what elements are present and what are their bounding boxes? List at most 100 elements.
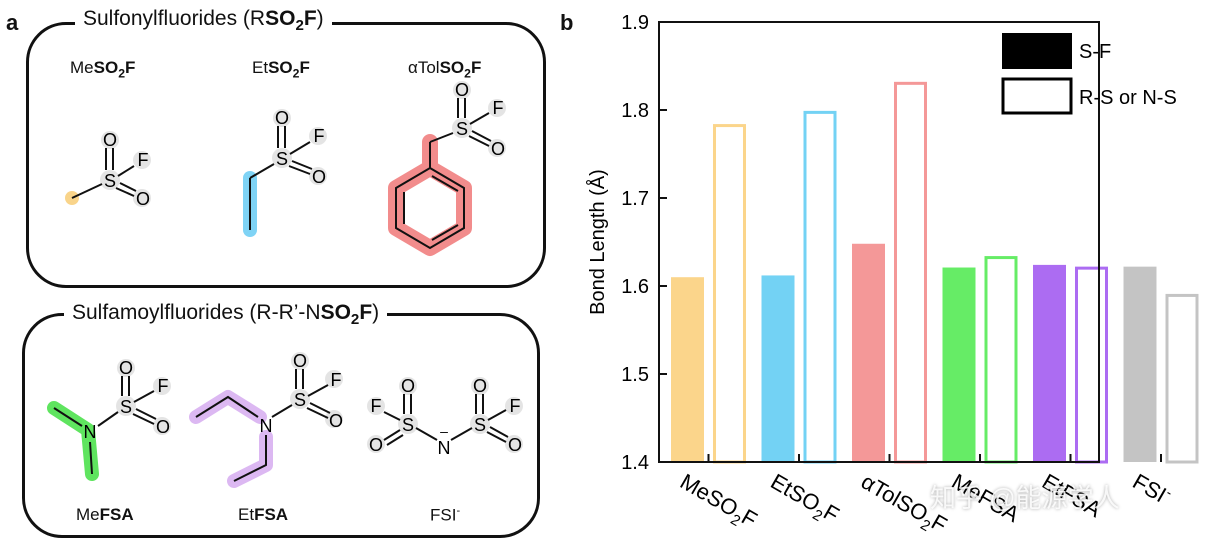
atom-halo bbox=[273, 109, 291, 127]
bar-rs-ns bbox=[984, 256, 1018, 464]
atom-halo bbox=[325, 410, 343, 428]
atom-halo bbox=[117, 359, 135, 377]
atom-f: F bbox=[331, 370, 342, 390]
x-tick-label: MeSO2F bbox=[674, 469, 762, 537]
legend-label-sf: S-F bbox=[1079, 41, 1111, 63]
atom-o: O bbox=[473, 376, 487, 396]
atom-o: O bbox=[312, 167, 326, 187]
atom-halo bbox=[471, 377, 489, 395]
bar-rs-ns bbox=[803, 110, 837, 464]
atom-f: F bbox=[493, 98, 504, 118]
atom-o: O bbox=[136, 189, 150, 209]
structure-etfsa: N S O bbox=[189, 351, 343, 488]
atom-o: O bbox=[293, 351, 307, 371]
bar-sf bbox=[761, 275, 795, 462]
atom-s: S bbox=[402, 415, 414, 435]
structure-fsi: S O F O N – S O F O bbox=[367, 376, 523, 458]
atom-halo bbox=[488, 139, 506, 157]
structure-etso2f: S O F O bbox=[243, 108, 327, 237]
bar-sf bbox=[852, 243, 885, 462]
atom-o: O bbox=[119, 358, 133, 378]
atom-o: O bbox=[455, 80, 469, 100]
y-tick-label: 1.9 bbox=[621, 12, 649, 34]
y-tick-label: 1.5 bbox=[621, 364, 649, 386]
atom-o: O bbox=[491, 139, 505, 159]
atom-o: O bbox=[275, 108, 289, 128]
bar-rs-ns bbox=[1165, 293, 1199, 464]
bar-rs-ns bbox=[713, 124, 746, 464]
bar-sf bbox=[1123, 266, 1157, 462]
sulfonyl-group-title: Sulfonylfluorides (RSO2F) bbox=[75, 7, 332, 35]
bond-length-chart: 1.4 1.5 1.6 1.7 1.8 1.9 Bond Length (Å) MeSO2… bbox=[586, 12, 1199, 538]
bar-sf bbox=[942, 267, 976, 462]
panel-a-letter: a bbox=[6, 10, 19, 35]
bar-rs-ns bbox=[1075, 266, 1108, 464]
atom-o: O bbox=[401, 376, 415, 396]
atom-halo bbox=[309, 167, 327, 185]
x-tick-label: FSI- bbox=[1129, 467, 1176, 510]
atom-halo bbox=[488, 99, 506, 117]
atom-halo bbox=[367, 435, 385, 453]
atom-s: S bbox=[104, 171, 116, 191]
legend-label-rs-ns: R-S or N-S bbox=[1079, 87, 1177, 109]
atom-halo bbox=[309, 127, 327, 145]
bar-sf bbox=[671, 277, 704, 462]
atom-halo bbox=[398, 414, 418, 434]
atom-o: O bbox=[329, 411, 343, 431]
watermark: 知乎 @能源学人 bbox=[930, 483, 1120, 513]
structure-etfsa-right: F O bbox=[306, 370, 343, 431]
atom-f: F bbox=[158, 376, 169, 396]
atom-halo bbox=[505, 435, 523, 453]
atom-halo bbox=[505, 397, 523, 415]
atom-halo bbox=[133, 189, 151, 207]
y-tick-label: 1.7 bbox=[621, 188, 649, 210]
atom-halo bbox=[452, 118, 472, 138]
mol-label-fsi: FSI- bbox=[430, 505, 461, 525]
atom-s: S bbox=[456, 119, 468, 139]
atom-o: O bbox=[156, 417, 170, 437]
atom-halo bbox=[153, 377, 171, 395]
atom-halo bbox=[325, 370, 343, 388]
y-tick-label: 1.4 bbox=[621, 452, 649, 474]
bar-rs-ns bbox=[894, 81, 927, 464]
atom-f: F bbox=[510, 396, 521, 416]
atom-halo bbox=[290, 389, 310, 409]
atom-halo bbox=[453, 81, 471, 99]
structure-mefsa: N S O F O bbox=[47, 358, 171, 481]
atom-o: O bbox=[369, 435, 383, 455]
atom-n: N bbox=[84, 422, 97, 442]
atom-n: N bbox=[438, 438, 451, 458]
mol-label-etso2f: EtSO2F bbox=[252, 58, 310, 81]
atom-charge: – bbox=[440, 423, 448, 439]
atom-halo bbox=[153, 417, 171, 435]
legend-swatch-filled bbox=[1002, 33, 1072, 69]
structure-atolso2f: S O F O bbox=[388, 80, 506, 256]
atom-halo bbox=[116, 396, 136, 416]
mol-label-etfsa: EtFSA bbox=[238, 505, 289, 524]
mol-label-atolso2f: αTolSO2F bbox=[408, 58, 482, 81]
atom-s: S bbox=[120, 397, 132, 417]
atom-halo bbox=[272, 148, 292, 168]
structure-meso2f: S O F O bbox=[65, 130, 151, 209]
atom-s: S bbox=[294, 390, 306, 410]
atom-halo bbox=[291, 352, 309, 370]
atom-f: F bbox=[314, 126, 325, 146]
atom-halo bbox=[101, 131, 119, 149]
chart-legend: S-F R-S or N-S bbox=[1001, 33, 1177, 115]
atom-s: S bbox=[276, 149, 288, 169]
atom-o: O bbox=[103, 130, 117, 150]
sulfamoyl-group-title: Sulfamoylfluorides (R-R’-NSO2F) bbox=[64, 301, 388, 329]
mol-label-meso2f: MeSO2F bbox=[70, 58, 136, 81]
atom-halo bbox=[367, 397, 385, 415]
atom-halo bbox=[470, 414, 490, 434]
y-tick-label: 1.8 bbox=[621, 100, 649, 122]
y-tick-label: 1.6 bbox=[621, 276, 649, 298]
legend-swatch-outline bbox=[1001, 77, 1073, 115]
atom-halo bbox=[399, 377, 417, 395]
atom-f: F bbox=[138, 150, 149, 170]
atom-n: N bbox=[260, 416, 273, 436]
x-tick-label: EtSO2F bbox=[764, 469, 843, 532]
plot-frame bbox=[658, 21, 1100, 463]
atom-f: F bbox=[371, 396, 382, 416]
atom-s: S bbox=[474, 415, 486, 435]
